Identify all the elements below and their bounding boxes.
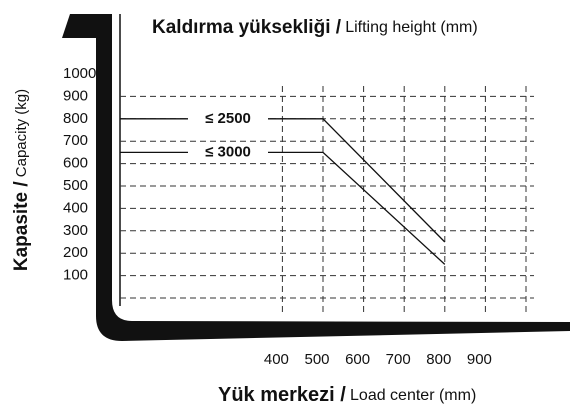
series-line <box>120 118 446 243</box>
y-tick-label: 1000 <box>63 65 96 82</box>
x-tick-label: 800 <box>426 351 451 368</box>
y-tick-label: 200 <box>63 244 88 261</box>
x-tick-label: 400 <box>264 351 289 368</box>
x-axis-label: Yük merkezi / Load center (mm) <box>218 384 476 406</box>
y-tick-label: 900 <box>63 87 88 104</box>
y-tick-label: 100 <box>63 267 88 284</box>
y-tick-label: 600 <box>63 155 88 172</box>
y-tick-label: 800 <box>63 110 88 127</box>
x-tick-label: 700 <box>386 351 411 368</box>
x-tick-label: 900 <box>467 351 492 368</box>
x-tick-label: 500 <box>304 351 329 368</box>
series-label-bg <box>188 142 268 163</box>
y-tick-label: 400 <box>63 199 88 216</box>
chart-title: Kaldırma yüksekliği / Lifting height (mm… <box>152 17 478 38</box>
fork <box>62 14 570 341</box>
y-axis-label: Kapasite / Capacity (kg) <box>11 89 32 271</box>
y-tick-label: 500 <box>63 177 88 194</box>
series-label: ≤ 2500 <box>205 110 251 127</box>
y-tick-label: 700 <box>63 132 88 149</box>
x-tick-label: 600 <box>345 351 370 368</box>
series-label: ≤ 3000 <box>205 143 251 160</box>
series-line <box>120 151 446 265</box>
y-tick-label: 300 <box>63 222 88 239</box>
series-label-bg <box>188 108 268 129</box>
